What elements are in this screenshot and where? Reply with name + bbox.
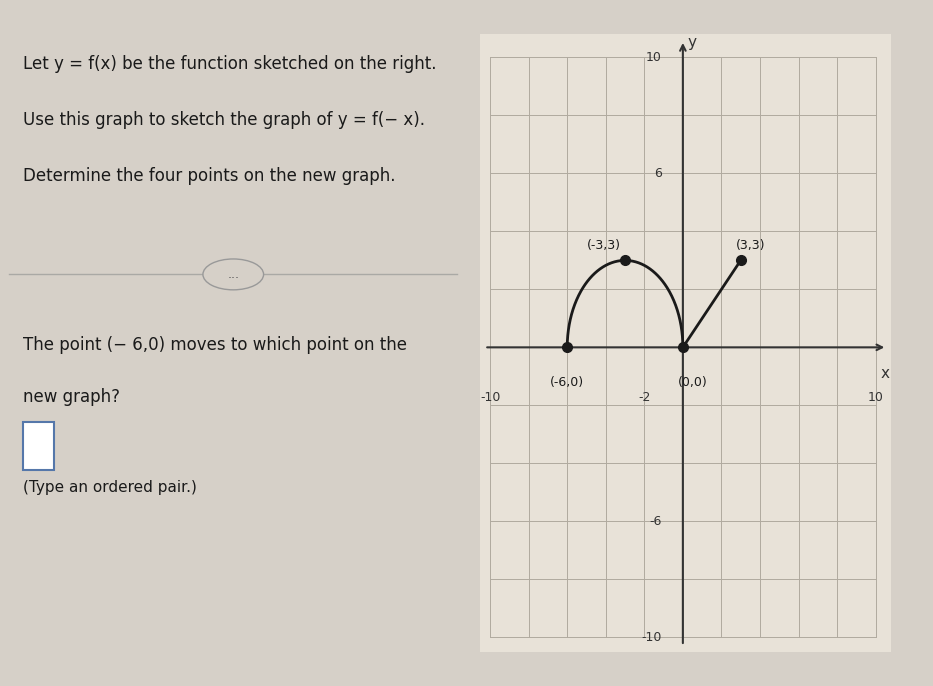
Text: (0,0): (0,0) [677,376,707,389]
Text: -2: -2 [638,391,650,404]
Ellipse shape [203,259,263,290]
Text: (-6,0): (-6,0) [550,376,584,389]
Text: (3,3): (3,3) [735,239,765,252]
Text: -10: -10 [641,630,661,643]
Text: 6: 6 [654,167,661,180]
FancyBboxPatch shape [23,422,54,470]
Text: Let y = f(x) be the function sketched on the right.: Let y = f(x) be the function sketched on… [23,55,437,73]
Text: Use this graph to sketch the graph of y = f(− x).: Use this graph to sketch the graph of y … [23,111,425,129]
Text: (Type an ordered pair.): (Type an ordered pair.) [23,480,197,495]
Text: 10: 10 [868,391,884,404]
Text: The point (− 6,0) moves to which point on the: The point (− 6,0) moves to which point o… [23,336,408,354]
Text: (-3,3): (-3,3) [587,239,620,252]
Text: Determine the four points on the new graph.: Determine the four points on the new gra… [23,167,396,185]
Text: 10: 10 [646,51,661,64]
Text: x: x [881,366,890,381]
Text: new graph?: new graph? [23,388,120,405]
Text: y: y [687,36,696,51]
Text: -6: -6 [649,514,661,528]
Text: -10: -10 [480,391,500,404]
Text: ...: ... [228,268,239,281]
